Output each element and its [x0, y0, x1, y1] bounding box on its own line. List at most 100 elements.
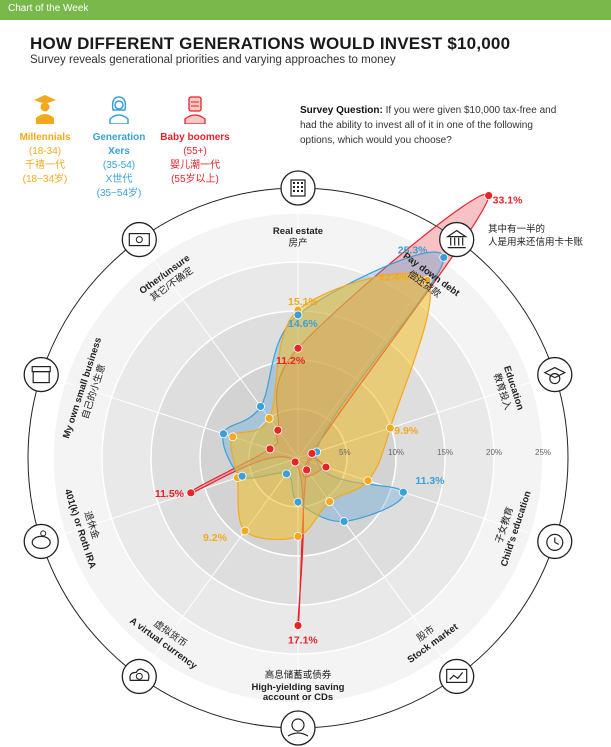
- woman-icon: [109, 96, 129, 125]
- side-note-line: 其中有一半的: [488, 223, 545, 235]
- pig-coin: [40, 530, 47, 537]
- side-note: 其中有一半的人是用来还信用卡卡账: [488, 223, 584, 248]
- data-label: 14.6%: [288, 318, 318, 330]
- category-icon-circle: [23, 356, 59, 393]
- building-window: [297, 190, 299, 192]
- data-label: 11.2%: [276, 355, 306, 367]
- cap-top: [543, 366, 567, 379]
- survey-question: Survey Question: If you were given $10,0…: [300, 103, 560, 148]
- point-genx: [339, 517, 349, 526]
- building-window: [293, 186, 295, 188]
- piggy-bank-icon: [31, 530, 51, 550]
- page-title: HOW DIFFERENT GENERATIONS WOULD INVEST $…: [30, 34, 511, 53]
- data-label: 33.1%: [493, 195, 523, 207]
- data-label: 11.5%: [155, 488, 185, 500]
- building-window: [301, 190, 303, 192]
- tick-label: 10%: [388, 448, 404, 457]
- legend-millennials-cn: 千禧一代: [25, 160, 65, 171]
- legend-millennials-range: (18-34): [28, 146, 62, 157]
- point-boomers: [186, 488, 196, 498]
- legend-millennials: Millennials (18-34) 千禧一代 (18~34岁): [10, 94, 80, 187]
- cash-icon: [128, 233, 150, 247]
- graduate-icon: [34, 95, 56, 124]
- cloud: [129, 668, 150, 682]
- legend-genx-range: (35-54): [102, 160, 136, 171]
- point-boomers: [293, 621, 303, 630]
- point-genx: [293, 497, 303, 507]
- point-millennials: [264, 413, 274, 423]
- data-label: 25.3%: [398, 244, 428, 256]
- category-icon-circle: [439, 658, 475, 695]
- clock-hand: [554, 541, 560, 545]
- pig-body: [31, 535, 51, 550]
- cap-head: [549, 373, 561, 385]
- legend-boomers-name: Baby boomers: [160, 132, 230, 143]
- point-millennials: [325, 497, 335, 507]
- money-hand-icon: [287, 718, 309, 737]
- point-millennials: [422, 276, 432, 285]
- category-label: High-yielding saving account or CDs 高息储蓄或…: [252, 669, 345, 703]
- data-label: 22.4%: [379, 271, 409, 283]
- category-label-en: High-yielding saving: [252, 682, 345, 693]
- shop-icon: [31, 366, 51, 384]
- legend-millennials-name: Millennials: [19, 132, 71, 143]
- board-frame: [446, 668, 468, 684]
- point-genx: [237, 471, 247, 481]
- point-genx: [282, 469, 291, 479]
- side-note-line: 人是用来还信用卡卡账: [488, 236, 584, 248]
- building-window: [301, 182, 303, 184]
- category-icon-circle: [280, 710, 316, 746]
- building-window: [293, 190, 295, 192]
- data-label: 11.3%: [415, 475, 445, 487]
- graduation-cap-icon: [543, 366, 567, 385]
- cash-bill: [128, 233, 150, 247]
- legend-boomers: Baby boomers (55+) 婴儿潮一代 (55岁以上): [160, 94, 230, 187]
- category-icon-circle: [23, 523, 59, 560]
- cash-center: [135, 236, 143, 244]
- point-boomers: [265, 444, 275, 454]
- data-label: 15.1%: [288, 296, 318, 308]
- point-millennials: [363, 476, 373, 486]
- category-icon-circle: [537, 356, 573, 393]
- clock-face: [546, 533, 564, 552]
- point-boomers: [307, 449, 317, 458]
- category-label-en: Real estate: [273, 226, 323, 237]
- legend-genx: Generation Xers (35-54) X世代 (35~54岁): [84, 94, 154, 201]
- building-icon: [290, 179, 306, 197]
- category-label-en-line2: account or CDs: [263, 692, 333, 703]
- building-shape: [290, 179, 306, 197]
- legend-boomers-range: (55+): [183, 146, 207, 157]
- series-area-millennials: [230, 272, 431, 540]
- data-label: 17.1%: [288, 635, 318, 647]
- data-label: 9.9%: [394, 425, 419, 437]
- legend-genx-cn: X世代: [105, 174, 133, 185]
- shop-front: [32, 371, 50, 384]
- chart-board-icon: [446, 668, 468, 684]
- coin: [291, 718, 305, 732]
- category-label-cn: 房产: [288, 237, 307, 249]
- legend-genx-name: Generation Xers: [92, 132, 146, 157]
- point-millennials: [293, 532, 303, 541]
- data-label: 9.2%: [203, 532, 228, 544]
- point-genx: [398, 487, 408, 497]
- point-millennials: [240, 526, 250, 536]
- alarm-clock-icon: [546, 533, 564, 552]
- point-boomers: [273, 425, 283, 435]
- legend-genx-cn-range: (35~54岁): [96, 188, 142, 199]
- point-boomers: [290, 457, 300, 467]
- tick-label: 20%: [486, 448, 502, 457]
- point-genx: [219, 429, 228, 439]
- point-boomers: [321, 462, 331, 472]
- survey-question-label: Survey Question:: [300, 105, 383, 116]
- category-icon-circle: [439, 221, 475, 258]
- bank-icon: [445, 229, 468, 249]
- board-line: [449, 672, 464, 680]
- survey-question-text: If you were given $10,000 tax-free and h…: [300, 105, 557, 146]
- category-label-cn: 高息储蓄或债券: [265, 669, 332, 681]
- point-boomers: [302, 465, 312, 475]
- building-window: [301, 186, 303, 188]
- building-window: [297, 182, 299, 184]
- tick-label: 15%: [437, 448, 453, 457]
- category-icon-circle: [121, 658, 157, 695]
